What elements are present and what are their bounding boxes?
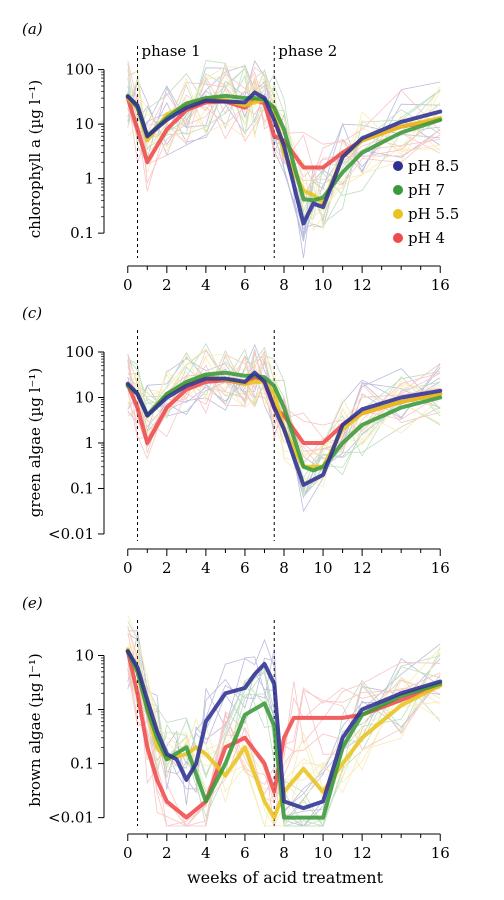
y-axis-label: chlorophyll a (µg l⁻¹) xyxy=(26,80,44,238)
x-tick-label: 2 xyxy=(162,276,172,294)
y-tick-label: 10 xyxy=(75,115,94,133)
replicate-line xyxy=(127,669,441,827)
replicate-line xyxy=(127,348,441,494)
replicate-line xyxy=(127,60,441,204)
y-tick-label: 0.1 xyxy=(70,224,94,242)
legend-label: pH 8.5 xyxy=(408,157,459,175)
replicate-line xyxy=(127,77,441,205)
replicate-line xyxy=(127,658,441,827)
x-tick-label: 6 xyxy=(240,276,250,294)
series-line-ph85 xyxy=(125,90,443,226)
legend-label: pH 7 xyxy=(408,181,445,199)
legend-label: pH 4 xyxy=(408,229,445,247)
x-tick-label: 12 xyxy=(353,276,372,294)
y-axis-label: brown algae (µg l⁻¹) xyxy=(26,653,44,807)
y-tick-label: <0.01 xyxy=(48,525,94,543)
x-tick-label: 16 xyxy=(431,276,450,294)
phase-1-label: phase 1 xyxy=(142,42,201,60)
y-tick-label: 100 xyxy=(65,343,94,361)
replicate-line xyxy=(127,627,441,828)
x-tick-label: 4 xyxy=(201,559,211,577)
x-tick-label: 10 xyxy=(314,559,333,577)
panel-label: (e) xyxy=(22,594,43,612)
x-tick-label: 10 xyxy=(314,844,333,862)
replicate-line xyxy=(127,352,441,498)
x-tick-label: 8 xyxy=(279,559,289,577)
y-tick-label: 1 xyxy=(84,434,94,452)
replicate-line xyxy=(127,68,441,220)
x-tick-label: 4 xyxy=(201,844,211,862)
replicate-line xyxy=(127,88,441,178)
replicate-line xyxy=(127,666,441,828)
y-tick-label: 1 xyxy=(84,170,94,188)
legend-marker xyxy=(393,185,403,195)
x-tick-label: 0 xyxy=(123,559,133,577)
y-tick-label: 10 xyxy=(75,647,94,665)
series-line-ph55 xyxy=(125,647,443,820)
y-axis-label: green algae (µg l⁻¹) xyxy=(26,368,44,517)
replicate-line xyxy=(127,633,441,824)
replicate-line xyxy=(127,667,441,816)
replicate-line xyxy=(127,621,441,827)
replicate-lines xyxy=(127,59,441,259)
x-tick-label: 10 xyxy=(314,276,333,294)
replicate-line xyxy=(127,354,441,492)
replicate-line xyxy=(127,59,441,242)
x-axis-title: weeks of acid treatment xyxy=(186,868,384,887)
replicate-line xyxy=(127,355,441,499)
y-tick-label: 1 xyxy=(84,701,94,719)
x-tick-label: 2 xyxy=(162,559,172,577)
phase-2-label: phase 2 xyxy=(278,42,337,60)
x-tick-label: 0 xyxy=(123,276,133,294)
series-line-ph4 xyxy=(125,649,443,820)
series-line-ph85 xyxy=(125,649,443,811)
x-tick-label: 4 xyxy=(201,276,211,294)
y-tick-label: 0.1 xyxy=(70,479,94,497)
x-tick-label: 12 xyxy=(353,559,372,577)
series-line-ph7 xyxy=(125,370,443,473)
panel-label: (a) xyxy=(22,20,43,38)
legend: pH 8.5 pH 7 pH 5.5 pH 4 xyxy=(393,157,459,247)
x-tick-label: 6 xyxy=(240,559,250,577)
x-tick-label: 6 xyxy=(240,844,250,862)
replicate-line xyxy=(127,346,441,491)
x-tick-label: 12 xyxy=(353,844,372,862)
legend-marker xyxy=(393,161,403,171)
y-tick-label: 10 xyxy=(75,388,94,406)
y-tick-label: 100 xyxy=(65,61,94,79)
x-tick-label: 16 xyxy=(431,559,450,577)
x-tick-label: 8 xyxy=(279,276,289,294)
legend-label: pH 5.5 xyxy=(408,205,459,223)
y-tick-label: 0.1 xyxy=(70,755,94,773)
x-tick-label: 16 xyxy=(431,844,450,862)
legend-marker xyxy=(393,233,403,243)
replicate-line xyxy=(127,355,441,460)
y-tick-label: <0.01 xyxy=(48,809,94,827)
panel-label: (c) xyxy=(22,304,42,322)
series-line-ph7 xyxy=(125,649,443,820)
replicate-line xyxy=(127,83,441,259)
replicate-line xyxy=(127,357,441,479)
x-tick-label: 0 xyxy=(123,844,133,862)
x-tick-label: 2 xyxy=(162,844,172,862)
legend-marker xyxy=(393,209,403,219)
replicate-line xyxy=(127,352,441,488)
x-tick-label: 8 xyxy=(279,844,289,862)
replicate-line xyxy=(127,60,441,219)
series-line-ph85 xyxy=(125,370,443,487)
panel-a: (a) 100 10 1 0.1 chlorophyll a (µg l⁻¹) 0 2 4 6 8 1… xyxy=(22,20,459,294)
